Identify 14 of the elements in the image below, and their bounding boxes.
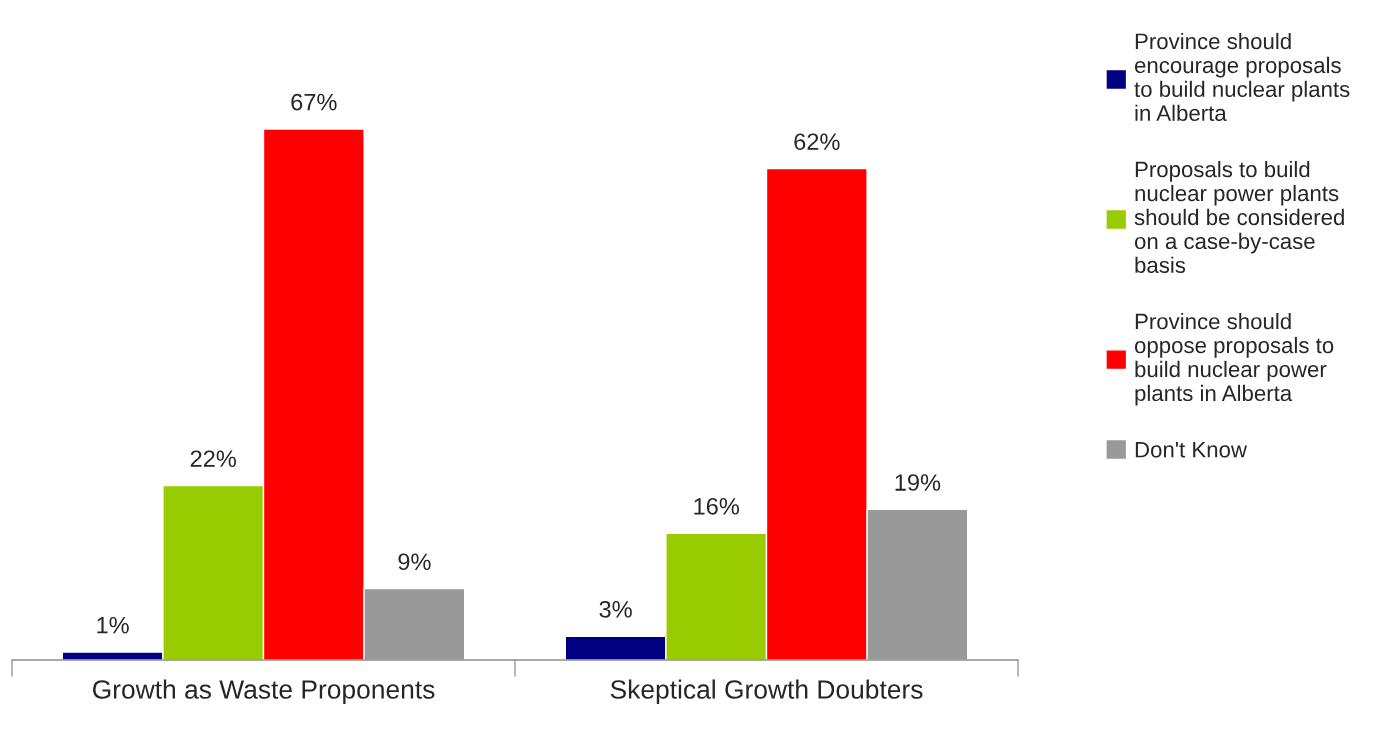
x-tick-label: Skeptical Growth Doubters	[610, 679, 923, 705]
data-label: 16%	[694, 497, 739, 515]
data-label: 22%	[190, 450, 236, 467]
data-label: 62%	[794, 133, 840, 151]
data-label: 19%	[895, 474, 941, 491]
legend-label: Proposals to build nuclear power plants should be considered on a case-by-case basis	[1134, 160, 1344, 274]
x-tick-label: Growth as Waste Proponents	[92, 679, 435, 705]
data-label: 9%	[398, 553, 431, 571]
legend-label: Don't Know	[1135, 442, 1248, 458]
legend-label: Province should encourage proposals to build nuclear plants in Alberta	[1134, 32, 1350, 122]
data-label: 1%	[97, 616, 129, 634]
legend-label: Province should oppose proposals to build nuclear power plants in Alberta	[1134, 312, 1334, 406]
data-label: 67%	[291, 93, 337, 111]
data-label: 3%	[599, 600, 632, 618]
